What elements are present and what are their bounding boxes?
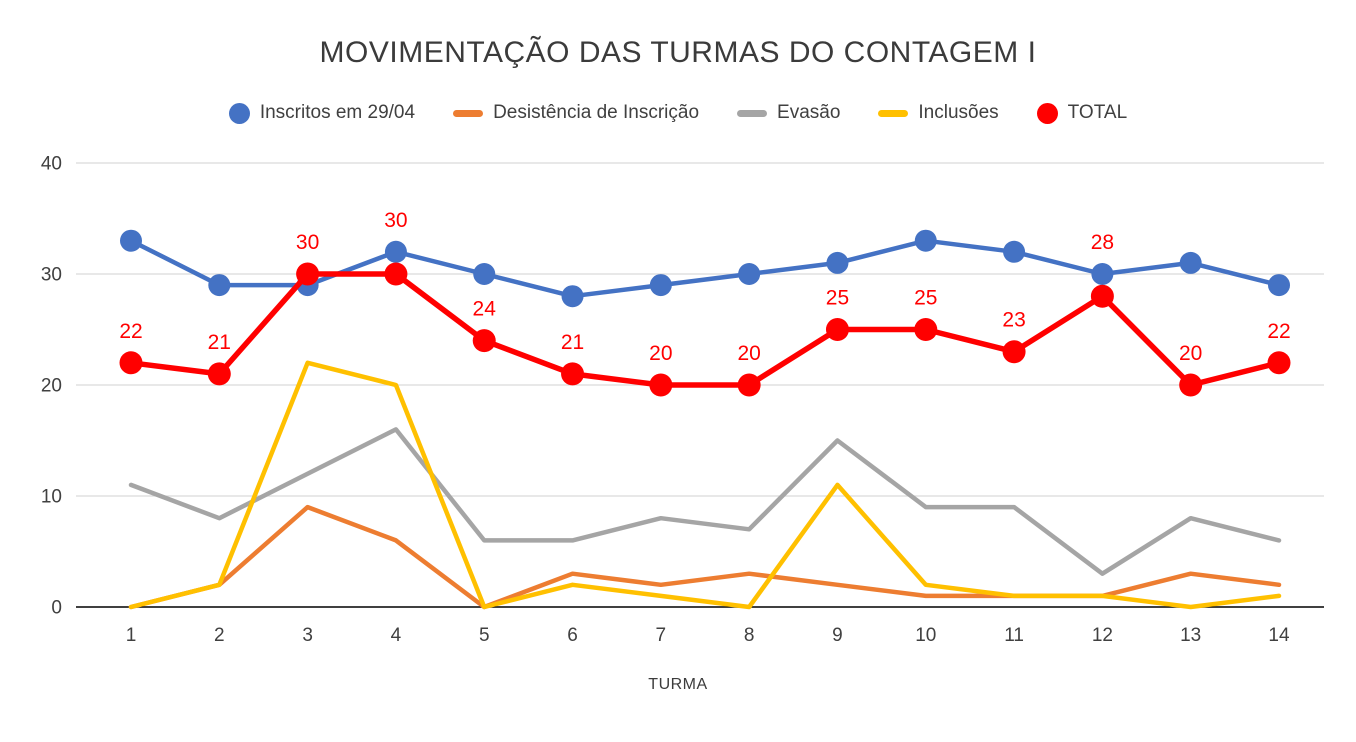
x-tick-label: 2 <box>214 625 225 646</box>
data-point <box>1267 351 1291 375</box>
legend-label: Inscritos em 29/04 <box>259 102 416 123</box>
x-tick-label: 9 <box>832 625 843 646</box>
data-point <box>1268 274 1290 297</box>
x-tick-label: 3 <box>302 625 313 646</box>
data-point <box>384 240 407 263</box>
x-tick-label: 10 <box>915 625 936 646</box>
legend-line-marker <box>878 109 909 117</box>
data-point <box>1002 340 1026 364</box>
x-tick-label: 5 <box>479 625 490 646</box>
x-tick-label: 8 <box>744 625 755 646</box>
y-tick-label: 30 <box>41 265 62 286</box>
data-point <box>561 362 585 386</box>
legend-item-1: Desistência de Inscrição <box>453 102 699 124</box>
legend-label: Evasão <box>777 102 841 123</box>
series-line-0 <box>128 238 1282 299</box>
data-point <box>825 318 849 341</box>
legend-item-4: TOTAL <box>1036 102 1128 124</box>
data-point <box>1003 240 1026 263</box>
series-line-3 <box>128 360 1282 610</box>
x-tick-label: 4 <box>391 625 402 646</box>
legend-label: TOTAL <box>1067 102 1128 123</box>
data-point <box>1091 263 1114 285</box>
legend-line-marker <box>453 109 484 117</box>
data-label: 28 <box>1091 231 1114 254</box>
data-label: 30 <box>384 209 407 232</box>
legend-circle-marker <box>1036 102 1058 124</box>
x-tick-label: 14 <box>1268 625 1290 646</box>
legend-label: Desistência de Inscrição <box>493 102 700 123</box>
data-label: 20 <box>1179 342 1202 365</box>
data-point <box>119 351 143 375</box>
legend-line-marker <box>737 109 768 117</box>
data-label: 20 <box>737 342 760 365</box>
data-point <box>472 329 496 353</box>
data-point <box>649 274 672 297</box>
data-point <box>914 318 938 341</box>
data-point <box>384 262 408 286</box>
data-point <box>561 285 584 308</box>
data-point <box>649 373 673 397</box>
y-tick-label: 0 <box>51 598 62 619</box>
legend-item-2: Evasão <box>737 102 840 124</box>
series-line-4 <box>128 271 1282 388</box>
y-tick-label: 20 <box>41 376 62 397</box>
data-label: 22 <box>1267 320 1290 343</box>
x-tick-label: 6 <box>567 625 578 646</box>
legend-item-0: Inscritos em 29/04 <box>228 102 416 124</box>
x-tick-label: 7 <box>656 625 667 646</box>
x-tick-label: 13 <box>1180 625 1201 646</box>
data-label: 30 <box>296 231 319 254</box>
data-point <box>473 263 496 285</box>
data-point <box>296 262 320 286</box>
x-tick-label: 11 <box>1004 625 1024 646</box>
data-point <box>1179 373 1203 397</box>
data-point <box>120 229 142 252</box>
data-point <box>737 373 761 397</box>
data-point <box>826 251 849 274</box>
data-point <box>207 362 231 386</box>
x-axis-title: TURMA <box>648 676 708 693</box>
chart-legend: Inscritos em 29/04 Desistência de Inscriç… <box>0 102 1356 124</box>
data-point <box>1179 251 1202 274</box>
data-point <box>914 229 937 252</box>
legend-item-3: Inclusões <box>878 102 999 124</box>
chart-title: MOVIMENTAÇÃO DAS TURMAS DO CONTAGEM I <box>319 36 1037 69</box>
data-point <box>738 263 761 285</box>
data-label: 20 <box>649 342 672 365</box>
legend-label: Inclusões <box>918 102 999 123</box>
y-tick-label: 40 <box>41 154 62 175</box>
x-tick-label: 1 <box>126 625 137 646</box>
data-label: 22 <box>119 320 142 343</box>
data-point <box>208 274 231 297</box>
data-label: 21 <box>208 331 231 354</box>
data-label: 23 <box>1002 309 1025 332</box>
data-label: 25 <box>914 287 937 310</box>
data-label: 21 <box>561 331 584 354</box>
data-label: 25 <box>826 287 849 310</box>
x-tick-label: 12 <box>1092 625 1113 646</box>
y-tick-label: 10 <box>41 487 62 508</box>
legend-circle-marker <box>228 102 250 124</box>
data-point <box>1090 284 1114 308</box>
series-line-2 <box>128 427 1282 576</box>
data-label: 24 <box>473 298 497 321</box>
